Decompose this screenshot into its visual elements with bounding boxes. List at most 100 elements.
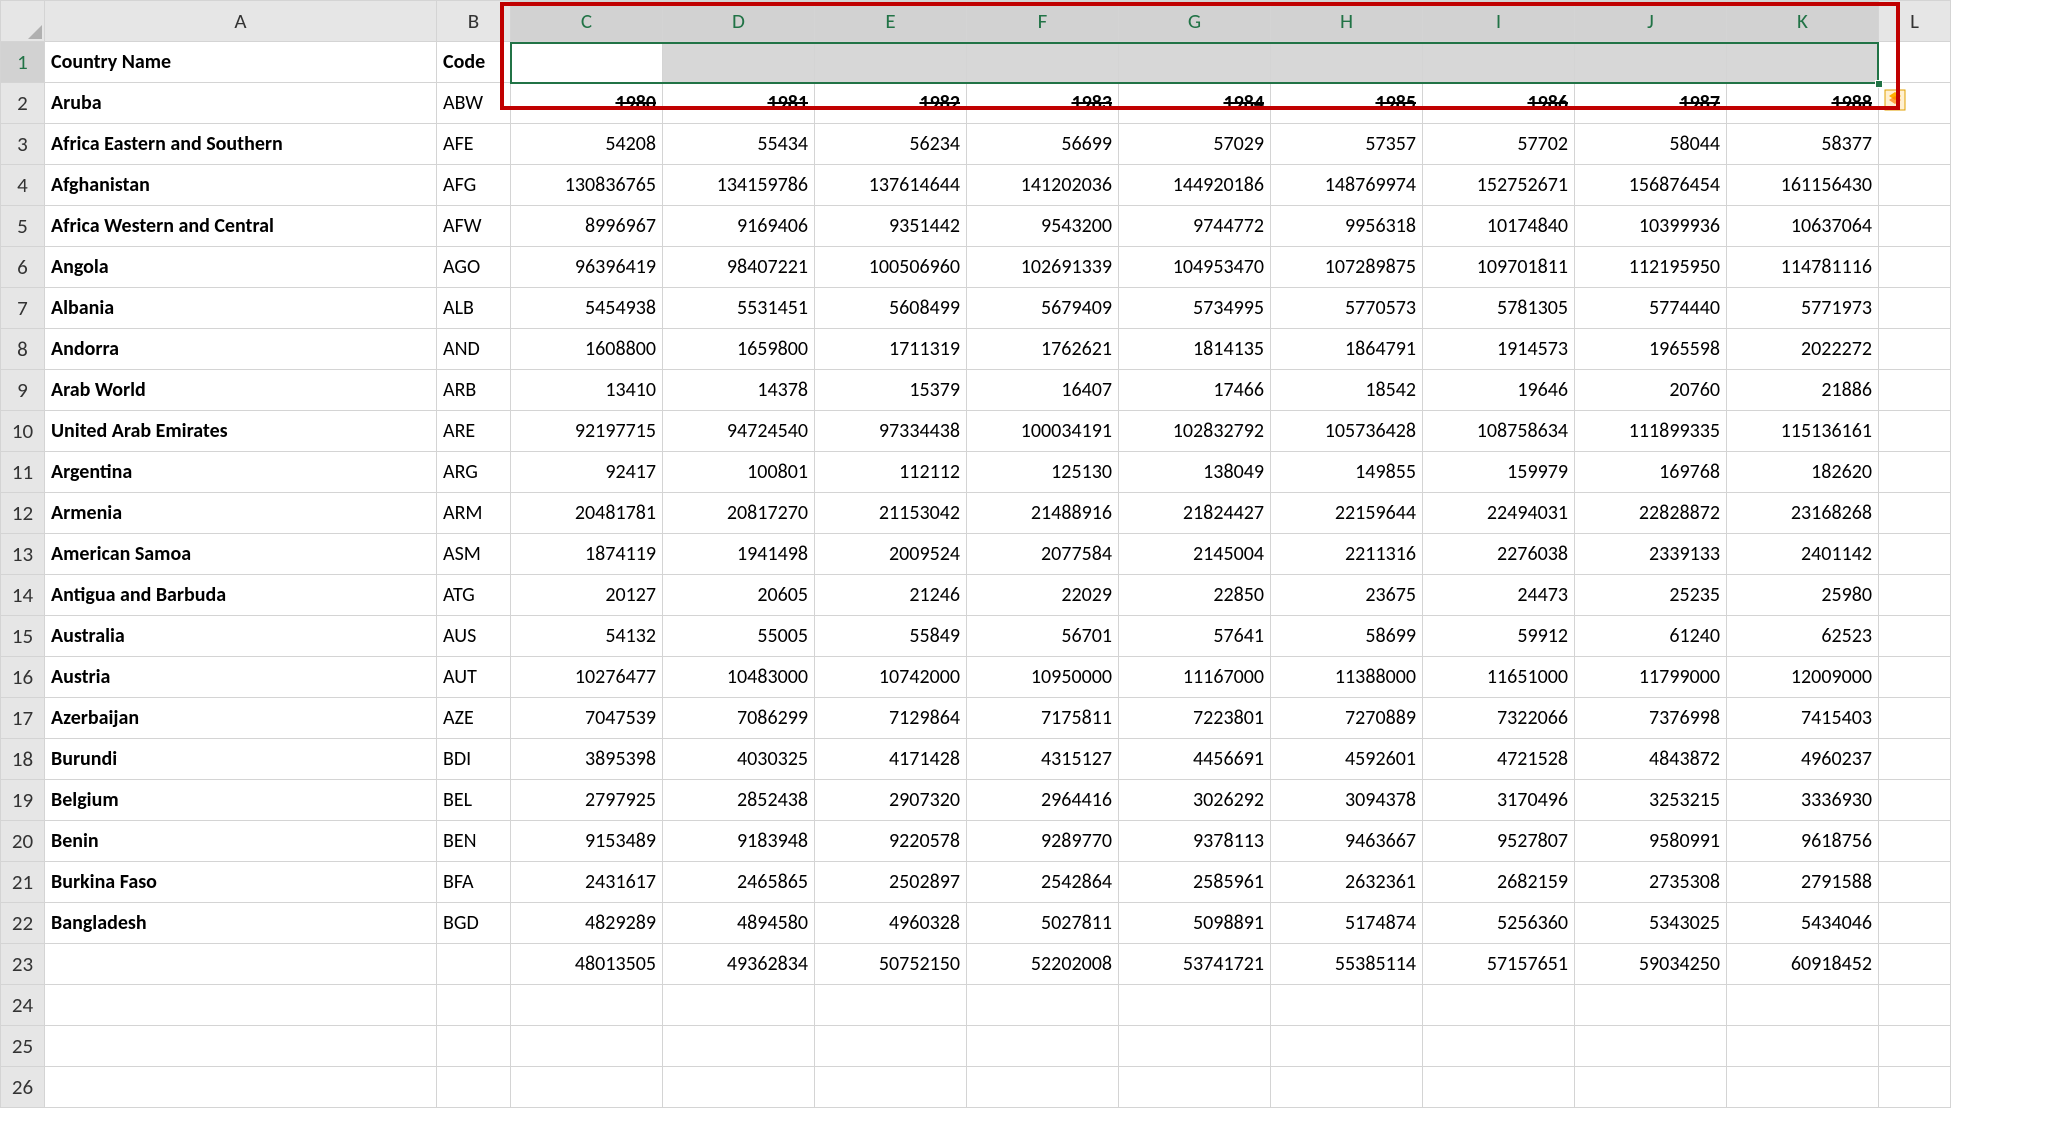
cell-H21[interactable]: 2632361 (1271, 862, 1423, 903)
cell-D13[interactable]: 1941498 (663, 534, 815, 575)
row-header-18[interactable]: 18 (1, 739, 45, 780)
row-header-17[interactable]: 17 (1, 698, 45, 739)
cell-H6[interactable]: 107289875 (1271, 247, 1423, 288)
cell-B4[interactable]: AFG (437, 165, 511, 206)
cell-A22[interactable]: Bangladesh (45, 903, 437, 944)
cell-D3[interactable]: 55434 (663, 124, 815, 165)
spreadsheet-grid[interactable]: A B C D E F G H I J K L 1 Country Name C… (0, 0, 1951, 1108)
cell-F1[interactable] (967, 42, 1119, 83)
row-header-21[interactable]: 21 (1, 862, 45, 903)
col-header-K[interactable]: K (1727, 1, 1879, 42)
cell-J16[interactable]: 11799000 (1575, 657, 1727, 698)
cell-F14[interactable]: 22029 (967, 575, 1119, 616)
row-header-9[interactable]: 9 (1, 370, 45, 411)
row-header-23[interactable]: 23 (1, 944, 45, 985)
select-all-corner[interactable] (1, 1, 45, 42)
cell-K9[interactable]: 21886 (1727, 370, 1879, 411)
row-header-24[interactable]: 24 (1, 985, 45, 1026)
cell-B22[interactable]: BGD (437, 903, 511, 944)
cell-G20[interactable]: 9378113 (1119, 821, 1271, 862)
cell-D19[interactable]: 2852438 (663, 780, 815, 821)
cell-F19[interactable]: 2964416 (967, 780, 1119, 821)
cell-J8[interactable]: 1965598 (1575, 329, 1727, 370)
col-header-J[interactable]: J (1575, 1, 1727, 42)
row-header-5[interactable]: 5 (1, 206, 45, 247)
cell-H7[interactable]: 5770573 (1271, 288, 1423, 329)
cell-F23[interactable]: 52202008 (967, 944, 1119, 985)
cell-G1[interactable] (1119, 42, 1271, 83)
cell-H15[interactable]: 58699 (1271, 616, 1423, 657)
col-header-H[interactable]: H (1271, 1, 1423, 42)
cell-D2[interactable]: 1981 (663, 83, 815, 124)
row-header-4[interactable]: 4 (1, 165, 45, 206)
cell-D5[interactable]: 9169406 (663, 206, 815, 247)
cell-F20[interactable]: 9289770 (967, 821, 1119, 862)
cell-A13[interactable]: American Samoa (45, 534, 437, 575)
cell-K25[interactable] (1727, 1026, 1879, 1067)
cell-K5[interactable]: 10637064 (1727, 206, 1879, 247)
cell-K24[interactable] (1727, 985, 1879, 1026)
cell-C8[interactable]: 1608800 (511, 329, 663, 370)
cell-I12[interactable]: 22494031 (1423, 493, 1575, 534)
cell-J2[interactable]: 1987 (1575, 83, 1727, 124)
col-header-L[interactable]: L (1879, 1, 1951, 42)
cell-I7[interactable]: 5781305 (1423, 288, 1575, 329)
cell-A3[interactable]: Africa Eastern and Southern (45, 124, 437, 165)
cell-H20[interactable]: 9463667 (1271, 821, 1423, 862)
cell-L17[interactable] (1879, 698, 1951, 739)
cell-K6[interactable]: 114781116 (1727, 247, 1879, 288)
cell-B1[interactable]: Code (437, 42, 511, 83)
cell-F8[interactable]: 1762621 (967, 329, 1119, 370)
cell-K18[interactable]: 4960237 (1727, 739, 1879, 780)
cell-F3[interactable]: 56699 (967, 124, 1119, 165)
cell-F6[interactable]: 102691339 (967, 247, 1119, 288)
cell-J13[interactable]: 2339133 (1575, 534, 1727, 575)
cell-F12[interactable]: 21488916 (967, 493, 1119, 534)
cell-H10[interactable]: 105736428 (1271, 411, 1423, 452)
cell-D15[interactable]: 55005 (663, 616, 815, 657)
cell-E3[interactable]: 56234 (815, 124, 967, 165)
cell-J4[interactable]: 156876454 (1575, 165, 1727, 206)
cell-A23[interactable] (45, 944, 437, 985)
cell-G16[interactable]: 11167000 (1119, 657, 1271, 698)
cell-I17[interactable]: 7322066 (1423, 698, 1575, 739)
row-header-20[interactable]: 20 (1, 821, 45, 862)
cell-B6[interactable]: AGO (437, 247, 511, 288)
cell-E19[interactable]: 2907320 (815, 780, 967, 821)
cell-H17[interactable]: 7270889 (1271, 698, 1423, 739)
row-header-15[interactable]: 15 (1, 616, 45, 657)
row-header-25[interactable]: 25 (1, 1026, 45, 1067)
cell-A25[interactable] (45, 1026, 437, 1067)
cell-C13[interactable]: 1874119 (511, 534, 663, 575)
cell-G7[interactable]: 5734995 (1119, 288, 1271, 329)
cell-I6[interactable]: 109701811 (1423, 247, 1575, 288)
smart-tag-icon[interactable] (1883, 88, 1907, 112)
cell-J23[interactable]: 59034250 (1575, 944, 1727, 985)
row-header-22[interactable]: 22 (1, 903, 45, 944)
cell-C3[interactable]: 54208 (511, 124, 663, 165)
cell-E4[interactable]: 137614644 (815, 165, 967, 206)
col-header-I[interactable]: I (1423, 1, 1575, 42)
cell-G6[interactable]: 104953470 (1119, 247, 1271, 288)
cell-G21[interactable]: 2585961 (1119, 862, 1271, 903)
cell-D4[interactable]: 134159786 (663, 165, 815, 206)
cell-D14[interactable]: 20605 (663, 575, 815, 616)
cell-K17[interactable]: 7415403 (1727, 698, 1879, 739)
cell-A14[interactable]: Antigua and Barbuda (45, 575, 437, 616)
cell-L4[interactable] (1879, 165, 1951, 206)
row-header-3[interactable]: 3 (1, 124, 45, 165)
cell-L6[interactable] (1879, 247, 1951, 288)
cell-F24[interactable] (967, 985, 1119, 1026)
cell-G10[interactable]: 102832792 (1119, 411, 1271, 452)
cell-K14[interactable]: 25980 (1727, 575, 1879, 616)
cell-L18[interactable] (1879, 739, 1951, 780)
row-header-12[interactable]: 12 (1, 493, 45, 534)
cell-I15[interactable]: 59912 (1423, 616, 1575, 657)
cell-J18[interactable]: 4843872 (1575, 739, 1727, 780)
cell-A8[interactable]: Andorra (45, 329, 437, 370)
cell-E23[interactable]: 50752150 (815, 944, 967, 985)
cell-D7[interactable]: 5531451 (663, 288, 815, 329)
cell-G15[interactable]: 57641 (1119, 616, 1271, 657)
cell-J3[interactable]: 58044 (1575, 124, 1727, 165)
cell-K12[interactable]: 23168268 (1727, 493, 1879, 534)
